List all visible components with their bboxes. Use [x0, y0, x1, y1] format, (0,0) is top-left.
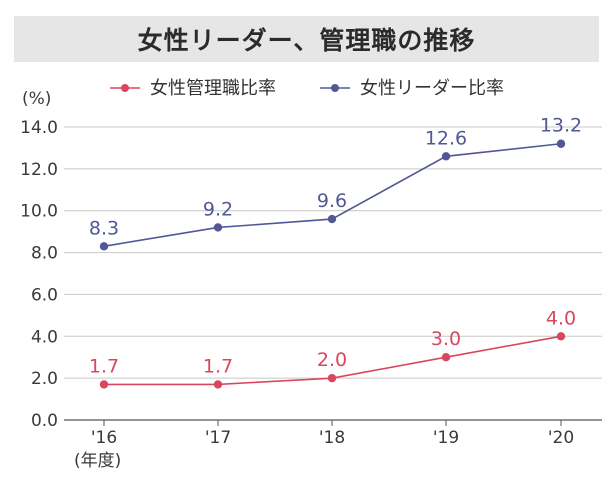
y-tick-label: 12.0: [20, 160, 58, 180]
data-label: 9.6: [317, 190, 347, 212]
data-point: [556, 139, 566, 148]
data-label: 1.7: [89, 355, 119, 377]
data-point: [213, 223, 223, 232]
legend-marker: [331, 84, 339, 92]
x-tick-label: '20: [548, 428, 574, 448]
data-point: [327, 214, 337, 224]
x-tick-label: '17: [205, 428, 231, 448]
legend-label: 女性管理職比率: [150, 78, 276, 99]
data-label: 9.2: [203, 198, 233, 220]
x-tick-label: '18: [319, 428, 345, 448]
y-tick-label: 4.0: [31, 327, 58, 347]
data-label: 4.0: [546, 307, 576, 329]
y-tick-label: 14.0: [20, 118, 58, 138]
x-tick-label: '19: [433, 428, 459, 448]
data-label: 12.6: [425, 127, 467, 149]
data-label: 1.7: [203, 355, 233, 377]
data-label: 2.0: [317, 349, 347, 371]
data-point: [556, 332, 566, 341]
data-label: 13.2: [540, 115, 582, 137]
x-axis-unit-label: (年度): [74, 451, 121, 471]
data-point: [213, 380, 223, 389]
data-point: [441, 152, 451, 161]
data-label: 8.3: [89, 217, 119, 239]
chart-title: 女性リーダー、管理職の推移: [137, 26, 476, 55]
y-tick-label: 2.0: [31, 369, 58, 389]
data-point: [99, 242, 109, 251]
y-tick-label: 8.0: [31, 244, 58, 264]
data-point: [327, 373, 337, 383]
data-point: [99, 380, 109, 389]
legend-marker: [121, 84, 129, 92]
legend-label: 女性リーダー比率: [360, 78, 504, 99]
data-label: 3.0: [431, 328, 461, 350]
chart-title-bar: 女性リーダー、管理職の推移: [14, 16, 599, 62]
y-tick-label: 0.0: [31, 411, 58, 431]
data-point: [441, 353, 451, 362]
x-tick-label: '16: [91, 428, 117, 448]
y-tick-label: 6.0: [31, 285, 58, 305]
y-tick-label: 10.0: [20, 202, 58, 222]
y-axis-unit-label: (%): [22, 89, 51, 109]
